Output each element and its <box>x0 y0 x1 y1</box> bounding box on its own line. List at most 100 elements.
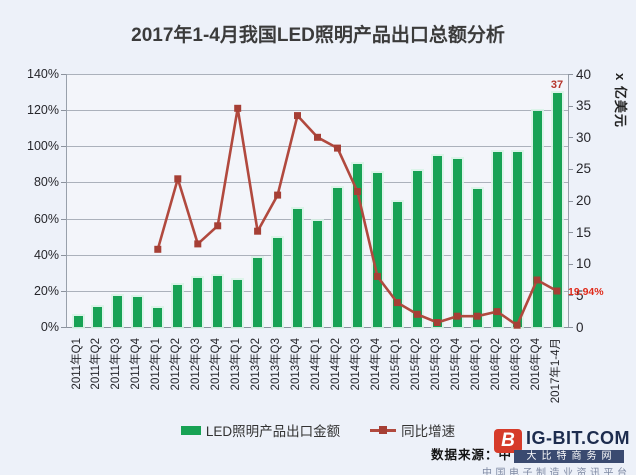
line-marker <box>353 188 361 195</box>
x-axis-label: 2015年Q1 <box>389 338 402 391</box>
right-axis-tick: 40 <box>576 66 592 82</box>
right-axis-tick: 30 <box>576 129 592 145</box>
export-bar <box>273 237 283 327</box>
igbit-tagline: 中国电子制造业资讯平台 <box>482 468 631 475</box>
x-axis-label: 2011年Q3 <box>110 338 123 390</box>
right-tick-mark <box>568 327 573 328</box>
line-marker <box>433 319 441 326</box>
legend-label-growth: 同比增速 <box>401 424 456 439</box>
x-axis-label: 2012年Q4 <box>210 338 223 391</box>
left-tick-mark <box>61 182 66 184</box>
left-tick-mark <box>61 110 66 112</box>
right-axis-tick: 0 <box>576 319 584 335</box>
legend: LED照明产品出口金额 同比增速 <box>0 420 636 440</box>
right-tick-mark <box>568 232 573 234</box>
x-axis-label: 2014年Q2 <box>329 338 342 391</box>
x-axis-label: 2015年Q2 <box>409 338 422 391</box>
left-tick-mark <box>61 218 66 220</box>
right-axis-tick: 25 <box>576 161 592 177</box>
export-bar <box>213 275 223 327</box>
left-axis-tick: 80% <box>33 175 59 190</box>
growth-line-chart <box>154 104 561 329</box>
export-bar <box>233 279 243 327</box>
line-marker <box>513 321 521 329</box>
left-axis-tick: 140% <box>27 67 59 81</box>
line-marker <box>533 276 541 284</box>
left-axis-tick: 100% <box>27 139 59 154</box>
x-axis-label: 2013年Q2 <box>250 338 263 391</box>
line-marker <box>214 222 222 230</box>
x-axis-label: 2013年Q1 <box>230 338 243 391</box>
left-tick-mark <box>61 290 66 292</box>
export-bar <box>532 110 542 327</box>
line-series-swatch <box>370 426 397 434</box>
right-axis-tick: 20 <box>576 193 592 208</box>
right-tick-mark <box>568 263 573 265</box>
line-marker <box>234 104 242 112</box>
line-marker-icon <box>379 426 388 434</box>
gridline <box>67 110 568 112</box>
x-axis-label: 2013年Q3 <box>270 338 283 391</box>
x-axis-label: 2014年Q1 <box>310 338 322 391</box>
plot-area <box>66 74 569 329</box>
line-marker <box>453 312 461 320</box>
x-axis-label: 2016年Q2 <box>489 338 502 391</box>
x-axis-label: 2015年Q4 <box>449 338 462 391</box>
export-bar <box>452 159 462 327</box>
left-axis-tick: 0% <box>40 320 59 334</box>
export-bar <box>372 173 382 327</box>
data-source-label: 数据来源：中 <box>431 448 513 462</box>
x-axis-label: 2011年Q1 <box>70 338 83 390</box>
left-axis-tick: 60% <box>33 211 59 226</box>
right-tick-mark <box>568 200 573 202</box>
x-axis-label: 2016年Q3 <box>509 338 522 391</box>
line-marker <box>314 133 321 141</box>
line-marker <box>553 287 561 295</box>
chart-title: 2017年1-4月我国LED照明产品出口总额分析 <box>131 25 505 46</box>
x-axis-label: 2012年Q2 <box>170 338 183 391</box>
line-marker <box>174 175 182 183</box>
bar-value-label: 37 <box>550 79 564 91</box>
left-axis-tick: 20% <box>33 283 59 298</box>
legend-item-export-amount: LED照明产品出口金额 <box>180 420 341 440</box>
right-tick-mark <box>568 74 573 75</box>
export-bar <box>133 296 143 327</box>
export-bar <box>432 156 442 327</box>
bar-series-swatch <box>180 425 201 435</box>
left-tick-mark <box>61 327 66 328</box>
export-bar <box>293 209 303 327</box>
export-bar <box>193 278 203 327</box>
legend-item-growth-rate: 同比增速 <box>370 420 455 440</box>
line-marker <box>274 191 282 199</box>
legend-label-export: LED照明产品出口金额 <box>205 424 341 439</box>
export-bar <box>412 170 422 327</box>
x-axis-label: 2015年Q3 <box>429 338 442 391</box>
line-marker <box>294 112 301 120</box>
right-tick-mark <box>568 105 573 107</box>
export-bar <box>392 201 402 327</box>
export-bar <box>113 296 123 327</box>
x-axis-label: 2016年Q1 <box>469 338 482 391</box>
left-tick-mark <box>61 74 66 75</box>
export-bar <box>153 308 163 327</box>
igbit-logo-icon: B <box>494 429 522 453</box>
left-axis-tick: 120% <box>27 103 59 118</box>
igbit-banner: 大比特商务网 <box>514 450 624 463</box>
line-value-label: 19.94% <box>568 286 604 298</box>
x-axis-label: 2012年Q3 <box>190 338 203 391</box>
right-tick-mark <box>568 137 573 139</box>
left-tick-mark <box>61 254 66 256</box>
export-bar <box>472 189 482 327</box>
gridline <box>67 218 568 220</box>
gridline <box>67 74 568 75</box>
line-marker <box>473 312 481 320</box>
export-bar <box>173 285 183 327</box>
right-axis-tick: 5 <box>576 287 584 303</box>
x-axis-label: 2017年1-4月 <box>549 338 562 404</box>
left-tick-mark <box>61 146 66 148</box>
x-axis-label: 2011年Q4 <box>130 338 143 390</box>
export-bar <box>332 188 342 327</box>
line-marker <box>154 245 162 253</box>
x-axis-label: 2012年Q1 <box>150 338 163 391</box>
right-tick-mark <box>568 168 573 170</box>
